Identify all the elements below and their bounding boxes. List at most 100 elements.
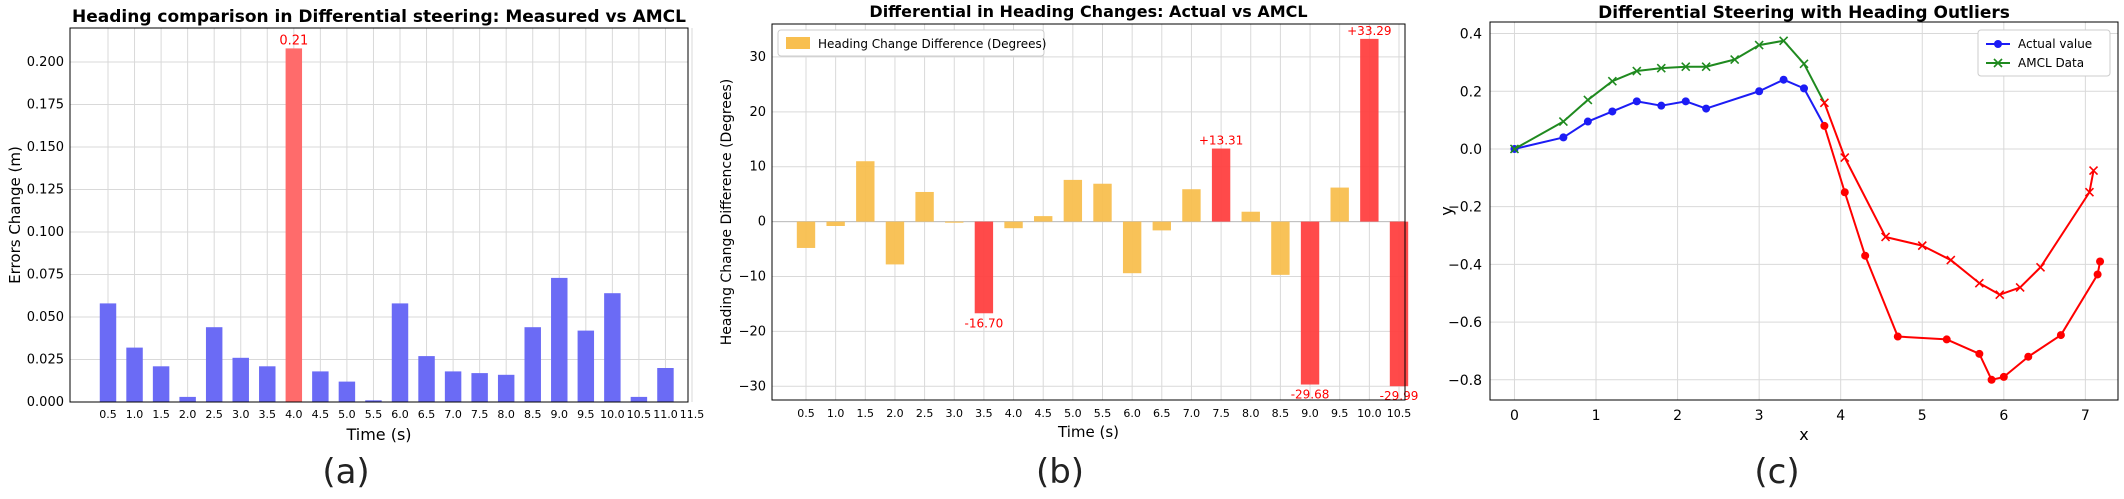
caption-a: (a) <box>322 452 370 492</box>
b-bar <box>1152 221 1171 231</box>
b-bar <box>915 191 934 222</box>
a-bar <box>524 327 541 402</box>
caption-b: (b) <box>1035 452 1085 492</box>
a-ytick-label: 0.075 <box>27 268 64 283</box>
c-series0-segment <box>1661 100 1686 107</box>
c-series1-point <box>1558 116 1568 127</box>
c-series1-segment <box>1843 157 1887 238</box>
c-series1-point <box>1509 144 1520 154</box>
a-bar <box>285 48 303 403</box>
c-series1-segment <box>1921 244 1952 261</box>
a-xtick-label: 10.5 <box>627 408 652 421</box>
b-bar <box>1093 183 1112 222</box>
c-series0-segment <box>2060 273 2099 336</box>
c-series1-point <box>1799 59 1809 69</box>
a-bar <box>604 293 621 402</box>
a-xtick-label: 4.0 <box>285 408 303 421</box>
a-ytick-label: 0.025 <box>27 353 64 368</box>
c-series0-point <box>1942 335 1951 344</box>
c-ytick-label: −0.8 <box>1448 373 1482 389</box>
b-title: Differential in Heading Changes: Actual … <box>869 2 1307 21</box>
b-bar <box>974 221 994 314</box>
b-bar <box>1063 179 1083 222</box>
c-series1-point <box>2088 166 2099 176</box>
a-xtick-label: 11.5 <box>680 408 705 421</box>
a-bar <box>444 371 462 402</box>
b-bar <box>1034 216 1053 222</box>
c-series0-point <box>1987 375 1996 384</box>
a-bar <box>365 400 382 402</box>
a-xtick-label: 3.0 <box>232 408 250 421</box>
a-bar <box>471 373 488 402</box>
b-xlabel: Time (s) <box>1057 423 1119 441</box>
a-ytick-label: 0.200 <box>27 55 64 70</box>
a-xtick-label: 6.5 <box>418 408 436 421</box>
b-xtick-label: 6.0 <box>1123 407 1141 420</box>
b-ytick-label: 30 <box>749 50 766 65</box>
c-series0-segment <box>1611 100 1638 113</box>
b-bar <box>1004 221 1023 229</box>
c-xtick-label: 7 <box>2081 408 2090 424</box>
c-series1-point <box>1819 98 1829 108</box>
c-series1-point <box>1974 278 1984 288</box>
a-bar <box>259 366 276 402</box>
c-series0-point <box>2096 257 2105 266</box>
a-xtick-label: 6.0 <box>391 408 409 421</box>
a-bar <box>312 371 329 402</box>
c-series0-point <box>1779 75 1788 84</box>
a-ytick-label: 0.125 <box>27 183 64 198</box>
b-bar <box>1271 221 1290 275</box>
c-legend-box <box>1977 29 2111 77</box>
a-bar <box>630 396 648 402</box>
c-series1-point <box>1607 76 1617 86</box>
a-xtick-label: 7.0 <box>444 408 462 421</box>
a-xtick-label: 2.0 <box>179 408 197 421</box>
c-series1-segment <box>1885 235 1923 247</box>
a-bar <box>657 368 674 402</box>
c-title: Differential Steering with Heading Outli… <box>1598 3 2010 23</box>
a-xtick-label: 3.5 <box>259 408 277 421</box>
b-xtick-label: 9.5 <box>1331 407 1349 420</box>
c-series0-point <box>1702 104 1711 113</box>
c-series1-point <box>1583 95 1593 105</box>
b-ytick-label: 10 <box>749 160 766 175</box>
a-bar <box>179 396 196 402</box>
c-series1-point <box>1917 241 1927 251</box>
c-series1-point <box>2084 187 2095 197</box>
c-series0-segment <box>1705 90 1760 110</box>
a-plot-frame <box>69 27 689 403</box>
c-series1-segment <box>1611 70 1638 83</box>
a-xtick-label: 5.0 <box>338 408 356 421</box>
a-ytick-label: 0.175 <box>27 98 64 113</box>
b-bar <box>1389 221 1409 387</box>
c-series0-point <box>1608 107 1617 116</box>
c-ylabel: y <box>1437 206 1456 215</box>
b-bar <box>826 221 845 226</box>
b-bar-annotation: -29.99 <box>1380 389 1419 403</box>
b-legend-swatch <box>786 37 810 49</box>
c-series0-point <box>2093 270 2102 279</box>
b-xtick-label: 1.5 <box>857 407 875 420</box>
b-xtick-label: 4.0 <box>1005 407 1023 420</box>
b-bar <box>796 221 816 248</box>
c-xtick-label: 2 <box>1673 408 1682 424</box>
c-series0-segment <box>1803 87 1826 127</box>
c-plot-frame <box>1489 21 2119 401</box>
a-bar <box>232 357 249 402</box>
a-title: Heading comparison in Differential steer… <box>72 7 686 27</box>
a-ylabel: Errors Change (m) <box>6 146 24 284</box>
c-series1-point <box>1681 62 1691 72</box>
c-series0-segment <box>1843 191 1867 257</box>
c-series0-point <box>1840 188 1849 197</box>
c-series1-segment <box>1734 44 1760 61</box>
c-series0-segment <box>1946 338 1980 355</box>
a-bar <box>205 327 223 402</box>
c-series0-segment <box>1587 110 1613 123</box>
a-ytick-label: 0.000 <box>27 395 64 410</box>
c-series1-segment <box>1803 63 1826 104</box>
c-series0-segment <box>2027 334 2062 358</box>
b-bar <box>885 221 905 265</box>
c-series0-segment <box>1636 100 1662 107</box>
b-xtick-label: 10.5 <box>1387 407 1412 420</box>
b-ytick-label: 0 <box>758 215 766 230</box>
